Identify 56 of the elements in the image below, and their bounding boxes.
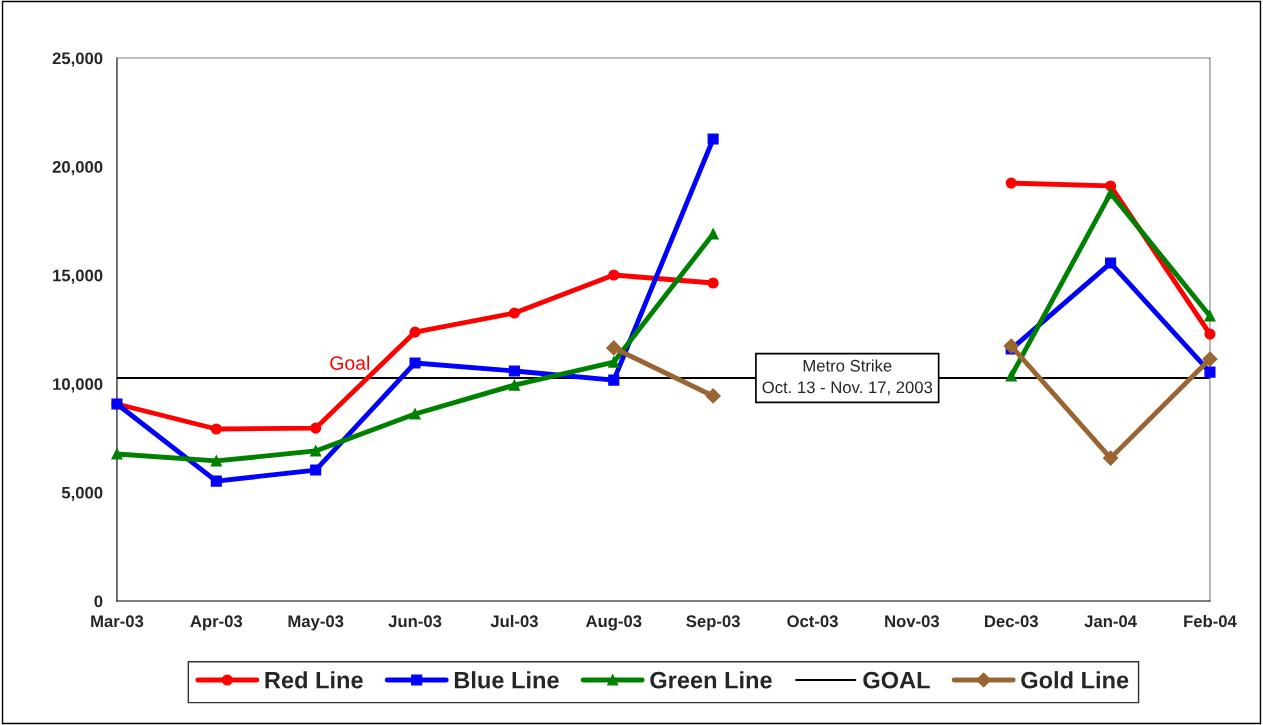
y-tick-label: 5,000 (61, 486, 103, 502)
y-tick-label: 20,000 (52, 161, 103, 176)
point (1204, 310, 1216, 322)
x-tick-label: Apr-03 (190, 615, 243, 631)
x-tick-label: Feb-04 (1184, 614, 1237, 628)
point (1204, 366, 1216, 378)
x-tick-label: Nov-03 (885, 615, 940, 628)
x-tick-label: Jun-03 (388, 615, 442, 628)
point (1005, 370, 1017, 382)
x-tick-label: Dec-03 (985, 615, 1038, 628)
point (707, 277, 719, 289)
point (1003, 338, 1019, 354)
point (508, 307, 520, 319)
point (310, 422, 322, 434)
point (1005, 177, 1017, 189)
legend-label: Blue Line (454, 671, 559, 689)
x-tick-label: Sep-03 (686, 615, 740, 631)
point (210, 423, 222, 435)
y-tick-label: 25,000 (52, 52, 103, 67)
point (705, 388, 721, 404)
legend-label: Gold Line (1021, 671, 1129, 689)
annotation: Goal (330, 355, 370, 370)
point (210, 455, 222, 467)
point (1103, 450, 1119, 466)
annotation: Metro Strike Oct. 13 - Nov. 17, 2003 (762, 359, 933, 396)
point (1105, 180, 1117, 192)
point (508, 365, 520, 377)
x-tick-label: Mar-03 (91, 615, 144, 628)
point (111, 448, 123, 460)
point (608, 356, 620, 368)
y-tick-label: 10,000 (53, 378, 103, 393)
point (1105, 257, 1117, 269)
point (707, 133, 719, 145)
y-tick-label: 0 (94, 595, 103, 608)
point (409, 326, 421, 338)
x-tick-label: Jan-04 (1084, 615, 1137, 628)
point (1202, 351, 1218, 367)
point (608, 269, 620, 281)
point (608, 374, 620, 386)
x-tick-label: Aug-03 (585, 615, 642, 631)
point (409, 357, 421, 369)
x-tick-label: May-03 (288, 615, 344, 631)
legend-label: Red Line (265, 671, 363, 689)
point (707, 228, 719, 240)
point (210, 475, 222, 487)
point (310, 445, 322, 457)
legend-label: Green Line (650, 671, 772, 689)
x-tick-label: Jul-03 (490, 614, 538, 628)
y-tick-label: 15,000 (53, 269, 103, 284)
point (508, 379, 520, 391)
point (606, 340, 622, 356)
legend-label: GOAL (863, 671, 930, 689)
x-tick-label: Oct-03 (787, 615, 838, 628)
point (310, 464, 322, 476)
point (409, 408, 421, 420)
point (1204, 328, 1216, 340)
